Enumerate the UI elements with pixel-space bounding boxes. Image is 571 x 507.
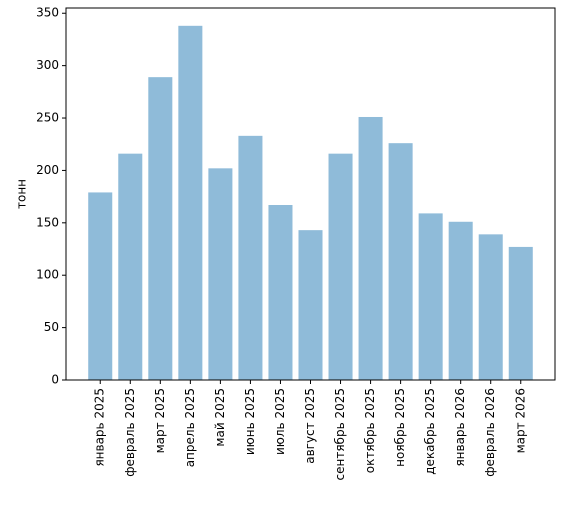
x-tick-label: март 2026	[513, 388, 527, 453]
x-tick-label: март 2025	[153, 388, 167, 453]
bar	[88, 192, 113, 380]
x-tick-label: июль 2025	[273, 388, 287, 455]
x-tick-label: январь 2025	[93, 388, 107, 467]
bar	[268, 205, 293, 380]
bar	[178, 25, 203, 380]
bar	[358, 116, 383, 380]
bar	[478, 234, 503, 380]
bar	[508, 246, 533, 380]
y-axis-label: тонн	[15, 179, 29, 209]
x-tick-label: октябрь 2025	[363, 388, 377, 473]
x-tick-label: август 2025	[303, 388, 317, 464]
y-tick-label: 100	[36, 268, 59, 282]
x-tick-label: февраль 2025	[123, 388, 137, 477]
x-tick-label: сентябрь 2025	[333, 388, 347, 480]
y-tick-label: 200	[36, 163, 59, 177]
x-tick-label: апрель 2025	[183, 388, 197, 467]
x-tick-label: декабрь 2025	[423, 388, 437, 475]
bar	[418, 213, 443, 380]
y-tick-label: 50	[44, 320, 59, 334]
y-tick-label: 0	[51, 373, 59, 387]
y-tick-label: 300	[36, 58, 59, 72]
x-tick-label: ноябрь 2025	[393, 388, 407, 467]
bar	[298, 230, 323, 380]
bar	[328, 153, 353, 380]
bar	[148, 77, 173, 381]
bar	[388, 143, 413, 380]
bar	[118, 153, 143, 380]
y-tick-label: 150	[36, 215, 59, 229]
y-tick-label: 350	[36, 6, 59, 20]
bar	[448, 221, 473, 380]
x-tick-label: май 2025	[213, 388, 227, 447]
bar	[238, 135, 263, 380]
x-tick-label: январь 2026	[453, 388, 467, 467]
y-tick-label: 250	[36, 111, 59, 125]
plot-frame	[65, 7, 556, 381]
bar	[208, 168, 233, 380]
x-tick-label: июнь 2025	[243, 388, 257, 455]
x-tick-label: февраль 2026	[483, 388, 497, 477]
